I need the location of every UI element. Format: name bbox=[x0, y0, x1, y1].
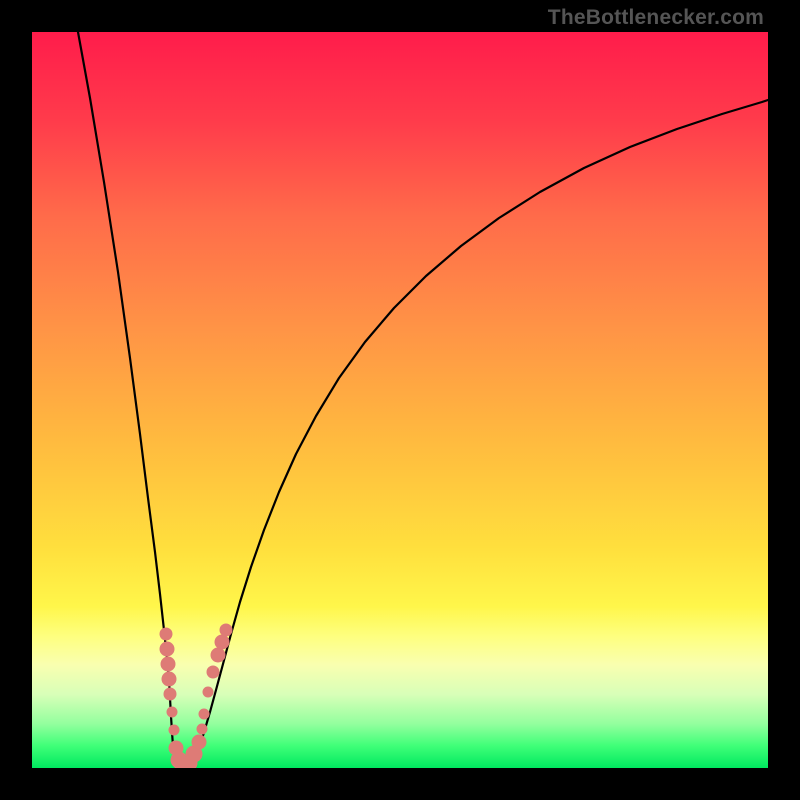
watermark-text: TheBottlenecker.com bbox=[548, 6, 764, 30]
plot-area bbox=[32, 32, 768, 768]
gradient-background bbox=[32, 32, 768, 768]
chart-frame: TheBottlenecker.com bbox=[0, 0, 800, 800]
